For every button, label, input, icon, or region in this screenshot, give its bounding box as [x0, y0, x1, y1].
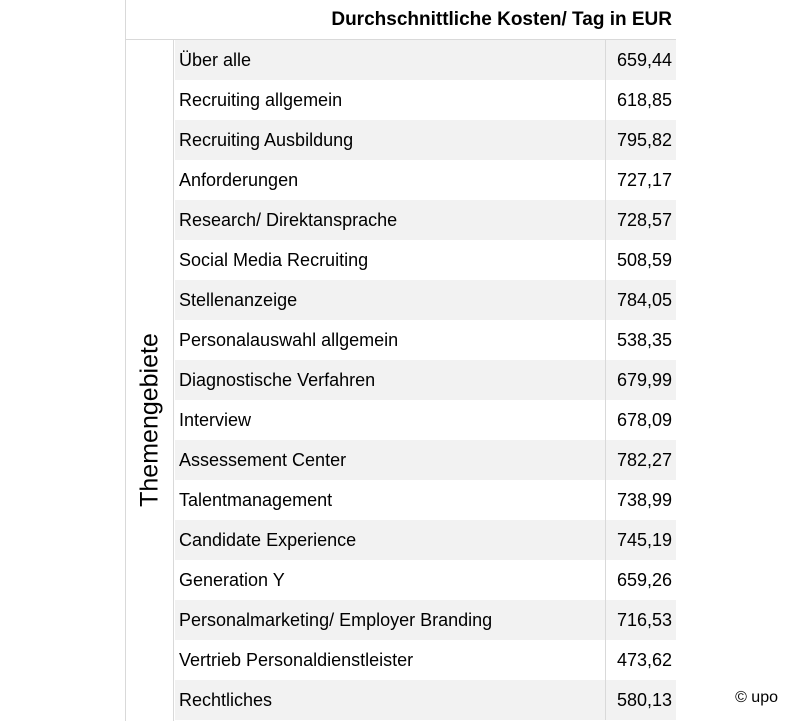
row-label: Social Media Recruiting: [179, 250, 369, 270]
table-row: Vertrieb Personaldienstleister 473,62: [175, 640, 676, 680]
table-row: Diagnostische Verfahren 679,99: [175, 360, 676, 400]
row-value: 745,19: [616, 530, 672, 550]
table-row: Personalmarketing/ Employer Branding 716,…: [175, 600, 676, 640]
row-value: 782,27: [616, 450, 672, 470]
table-row: Interview 678,09: [175, 400, 676, 440]
row-label: Candidate Experience: [179, 530, 357, 550]
row-value: 538,35: [616, 330, 672, 350]
table-header-row: Durchschnittliche Kosten/ Tag in EUR: [126, 0, 676, 40]
column-divider: [605, 360, 606, 400]
column-divider: [605, 400, 606, 440]
row-label: Diagnostische Verfahren: [179, 370, 376, 390]
row-value: 678,09: [616, 410, 672, 430]
table-row: Research/ Direktansprache 728,57: [175, 200, 676, 240]
column-divider: [605, 40, 606, 80]
row-label: Research/ Direktansprache: [179, 210, 398, 230]
table-row: Rechtliches 580,13: [175, 680, 676, 720]
table-row: Personalauswahl allgemein 538,35: [175, 320, 676, 360]
column-divider: [605, 560, 606, 600]
row-label: Rechtliches: [179, 690, 273, 710]
table-row: Recruiting Ausbildung 795,82: [175, 120, 676, 160]
column-divider: [605, 280, 606, 320]
row-header-label: Themengebiete: [135, 333, 164, 507]
row-label: Interview: [179, 410, 252, 430]
row-label: Personalauswahl allgemein: [179, 330, 399, 350]
row-value: 795,82: [616, 130, 672, 150]
row-label: Stellenanzeige: [179, 290, 298, 310]
table-row: Generation Y 659,26: [175, 560, 676, 600]
column-header: Durchschnittliche Kosten/ Tag in EUR: [331, 9, 672, 30]
table-row: Assessement Center 782,27: [175, 440, 676, 480]
column-divider: [605, 640, 606, 680]
column-divider: [605, 120, 606, 160]
column-divider: [605, 520, 606, 560]
column-divider: [605, 480, 606, 520]
column-divider: [605, 80, 606, 120]
row-value: 580,13: [616, 690, 672, 710]
row-value: 728,57: [616, 210, 672, 230]
column-divider: [605, 600, 606, 640]
column-divider: [605, 240, 606, 280]
row-value: 727,17: [616, 170, 672, 190]
column-divider: [605, 440, 606, 480]
row-value: 659,44: [616, 50, 672, 70]
table-row: Talentmanagement 738,99: [175, 480, 676, 520]
cost-table: Durchschnittliche Kosten/ Tag in EUR The…: [125, 0, 676, 721]
row-value: 473,62: [616, 650, 672, 670]
row-label: Assessement Center: [179, 450, 347, 470]
table-row: Candidate Experience 745,19: [175, 520, 676, 560]
column-divider: [605, 680, 606, 720]
row-value: 659,26: [616, 570, 672, 590]
row-value: 508,59: [616, 250, 672, 270]
copyright-notice: © upo: [735, 689, 778, 706]
row-value: 716,53: [616, 610, 672, 630]
row-label: Generation Y: [179, 570, 285, 590]
row-label: Anforderungen: [179, 170, 299, 190]
table-row: Anforderungen 727,17: [175, 160, 676, 200]
row-value: 618,85: [616, 90, 672, 110]
row-label: Über alle: [179, 50, 252, 70]
row-label: Personalmarketing/ Employer Branding: [179, 610, 493, 630]
row-label: Talentmanagement: [179, 490, 333, 510]
table-body: Über alle 659,44 Recruiting allgemein 618,8…: [175, 40, 676, 720]
column-divider: [605, 200, 606, 240]
column-divider: [605, 160, 606, 200]
row-value: 784,05: [616, 290, 672, 310]
row-header-column: Themengebiete: [126, 40, 174, 721]
row-value: 738,99: [616, 490, 672, 510]
table-row: Stellenanzeige 784,05: [175, 280, 676, 320]
table-row: Social Media Recruiting 508,59: [175, 240, 676, 280]
table-row: Über alle 659,44: [175, 40, 676, 80]
table-row: Recruiting allgemein 618,85: [175, 80, 676, 120]
row-label: Vertrieb Personaldienstleister: [179, 650, 414, 670]
column-divider: [605, 320, 606, 360]
row-label: Recruiting allgemein: [179, 90, 343, 110]
row-value: 679,99: [616, 370, 672, 390]
row-label: Recruiting Ausbildung: [179, 130, 354, 150]
